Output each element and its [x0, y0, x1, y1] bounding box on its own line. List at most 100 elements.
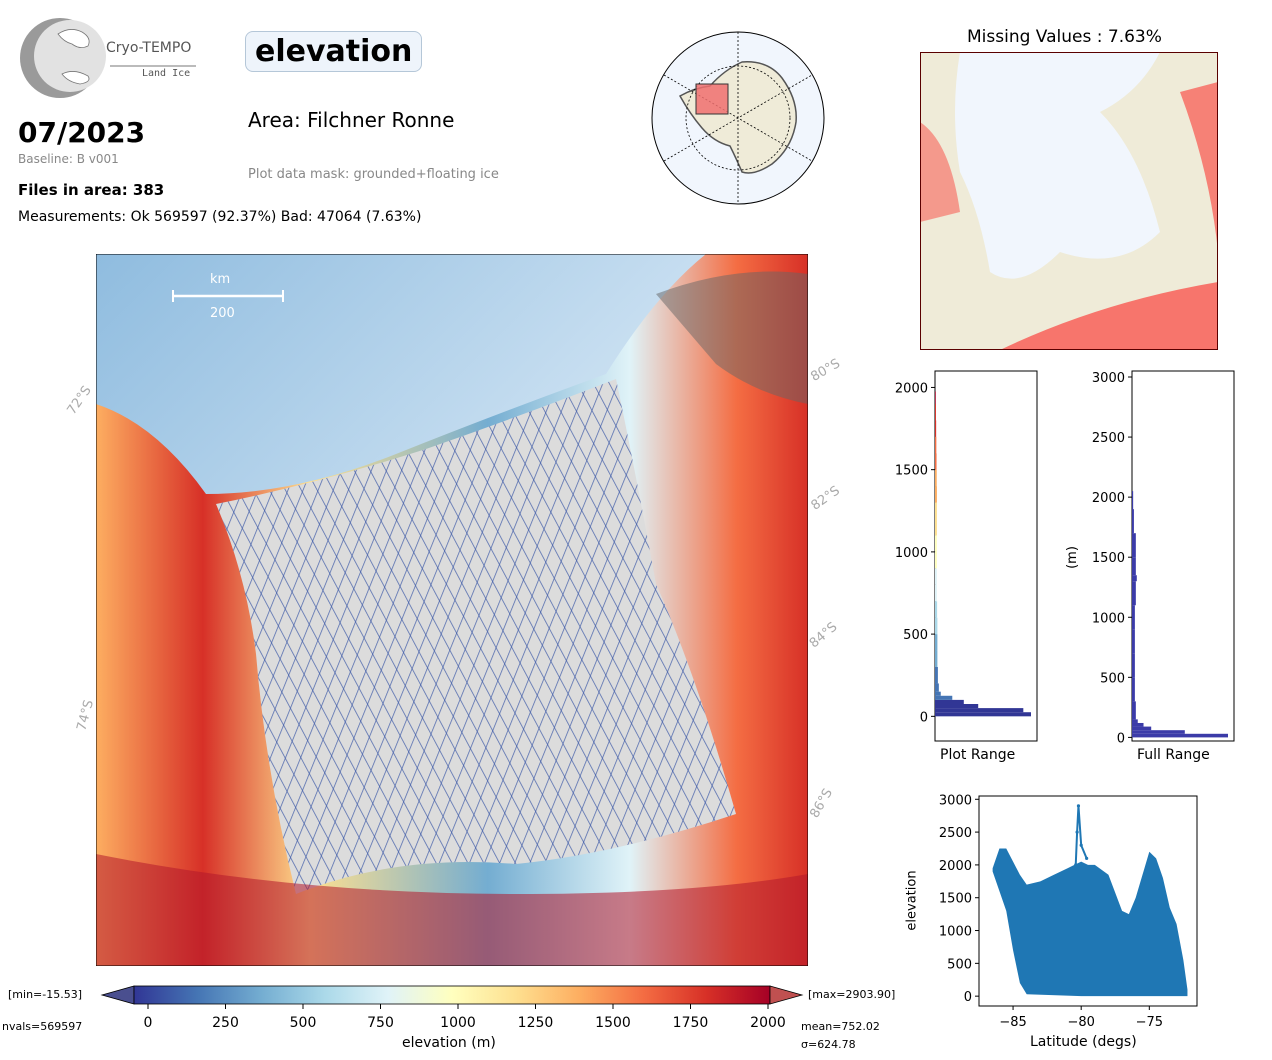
y-tick-label: 0	[920, 710, 928, 725]
histogram-bar	[935, 704, 979, 709]
histogram-bar	[935, 650, 938, 667]
scatter-ylabel: elevation	[904, 870, 920, 931]
histogram-bar	[935, 667, 938, 684]
y-tick-label: 1000	[895, 546, 928, 561]
area-label: Area: Filchner Ronne	[248, 108, 455, 132]
lat-label: 84°S	[806, 619, 841, 652]
colorbar-tick-label: 1750	[673, 1015, 709, 1031]
y-tick-label: 1000	[1092, 611, 1125, 626]
histogram-bar	[935, 568, 937, 585]
lat-label: 74°S	[74, 698, 97, 733]
y-tick-label: 3000	[1092, 371, 1125, 386]
histogram-bar	[935, 708, 1024, 713]
hist-full-range-xlabel: Full Range	[1137, 747, 1210, 763]
y-tick-label: 500	[903, 628, 928, 643]
mask-label: Plot data mask: grounded+floating ice	[248, 167, 499, 182]
histogram-bar	[1132, 575, 1137, 582]
histogram-bar	[1132, 677, 1135, 702]
histogram-bar	[1132, 653, 1135, 678]
colorbar-tick-label: 1250	[518, 1015, 554, 1031]
histogram-bar	[935, 502, 937, 519]
y-tick-label: 0	[964, 990, 972, 1005]
y-tick-label: 2500	[939, 826, 972, 841]
histogram-bar	[1132, 581, 1136, 606]
area-highlight	[695, 83, 729, 115]
histogram-bar	[1132, 491, 1134, 510]
scatter-plot: 0 500 1000 1500 2000 2500 3000 −85 −80 −75	[939, 793, 1198, 1030]
measurements-label: Measurements: Ok 569597 (92.37%) Bad: 47…	[18, 209, 422, 225]
histogram-bar	[935, 391, 936, 404]
missing-map	[920, 52, 1218, 350]
missing-title: Missing Values : 7.63%	[967, 27, 1162, 47]
histogram-bar	[935, 453, 937, 470]
variable-title: elevation	[245, 31, 423, 72]
hist-full-range: 0 500 1000 1500 2000 2500 3000	[1092, 370, 1235, 746]
y-tick-label: 2000	[895, 381, 928, 396]
scatter-peak	[1074, 805, 1088, 865]
y-tick-label: 500	[947, 957, 972, 972]
histogram-bar	[1132, 722, 1144, 727]
colorbar-sigma: σ=624.78	[801, 1038, 856, 1051]
scatter-cloud	[992, 848, 1188, 997]
histogram-bar	[935, 519, 937, 536]
colorbar-tick-label: 2000	[750, 1015, 786, 1031]
histogram-bar	[935, 691, 941, 696]
y-tick-label: 1000	[939, 925, 972, 940]
histogram-bar	[1132, 629, 1135, 654]
histogram-bar	[935, 403, 936, 421]
histogram-bar	[935, 634, 938, 651]
x-tick-label: −80	[1067, 1015, 1094, 1030]
y-tick-label: 2000	[1092, 491, 1125, 506]
y-tick-label: 1500	[939, 892, 972, 907]
logo-title: Cryo-TEMPO	[106, 40, 192, 56]
lat-label: 72°S	[64, 383, 95, 418]
histogram-bar	[935, 695, 953, 700]
colorbar-tick-label: 750	[367, 1015, 394, 1031]
lat-label: 80°S	[808, 356, 843, 385]
y-tick-label: 2500	[1092, 431, 1125, 446]
histogram-bar	[935, 551, 937, 569]
x-tick-label: −85	[999, 1015, 1026, 1030]
histogram-bar	[935, 712, 1031, 717]
histogram-bar	[935, 535, 937, 552]
histogram-bar	[935, 469, 937, 487]
lat-label: 86°S	[807, 786, 836, 821]
y-tick-label: 3000	[939, 793, 972, 808]
date-label: 07/2023	[18, 116, 146, 149]
antarctica-logo-icon	[20, 18, 196, 98]
y-tick-label: 0	[1117, 731, 1125, 746]
histogram-bar	[1132, 509, 1134, 534]
histogram-bar	[935, 420, 937, 437]
hist-full-range-ylabel: (m)	[1064, 546, 1080, 569]
histogram-bar	[1132, 533, 1136, 558]
y-tick-label: 500	[1100, 671, 1125, 686]
histogram-bar	[1132, 733, 1228, 738]
scale-value: 200	[210, 306, 235, 321]
colorbar-tick-label: 250	[212, 1015, 239, 1031]
colorbar-label: elevation (m)	[402, 1035, 496, 1051]
histogram-bar	[935, 601, 938, 618]
colorbar-tick-label: 1000	[440, 1015, 476, 1031]
files-label: Files in area: 383	[18, 181, 165, 199]
elevation-map	[96, 254, 808, 966]
overview-map	[651, 31, 825, 205]
colorbar-tick-label: 0	[144, 1015, 153, 1031]
colorbar-min: [min=-15.53]	[8, 988, 83, 1001]
hist-plot-range: 0 500 1000 1500 2000	[895, 370, 1038, 742]
colorbar-mean: mean=752.02	[801, 1020, 880, 1033]
hist-plot-range-xlabel: Plot Range	[940, 747, 1016, 763]
colorbar-nvals: nvals=569597	[2, 1020, 83, 1033]
logo	[18, 16, 208, 100]
colorbar-tick-label: 500	[290, 1015, 317, 1031]
histogram-bar	[1132, 726, 1152, 731]
lat-label: 82°S	[808, 483, 843, 514]
histogram-bar	[935, 683, 939, 692]
colorbar: 0 250 500 750 1000 1250 1500 1750 2000	[100, 985, 804, 1031]
logo-subtitle: Land Ice	[142, 68, 191, 79]
histogram-bar	[1132, 701, 1136, 720]
baseline-label: Baseline: B v001	[18, 152, 119, 166]
histogram-bar	[935, 617, 938, 635]
colorbar-max: [max=2903.90]	[808, 988, 896, 1001]
histogram-bar	[1132, 730, 1185, 734]
x-tick-label: −75	[1136, 1015, 1163, 1030]
